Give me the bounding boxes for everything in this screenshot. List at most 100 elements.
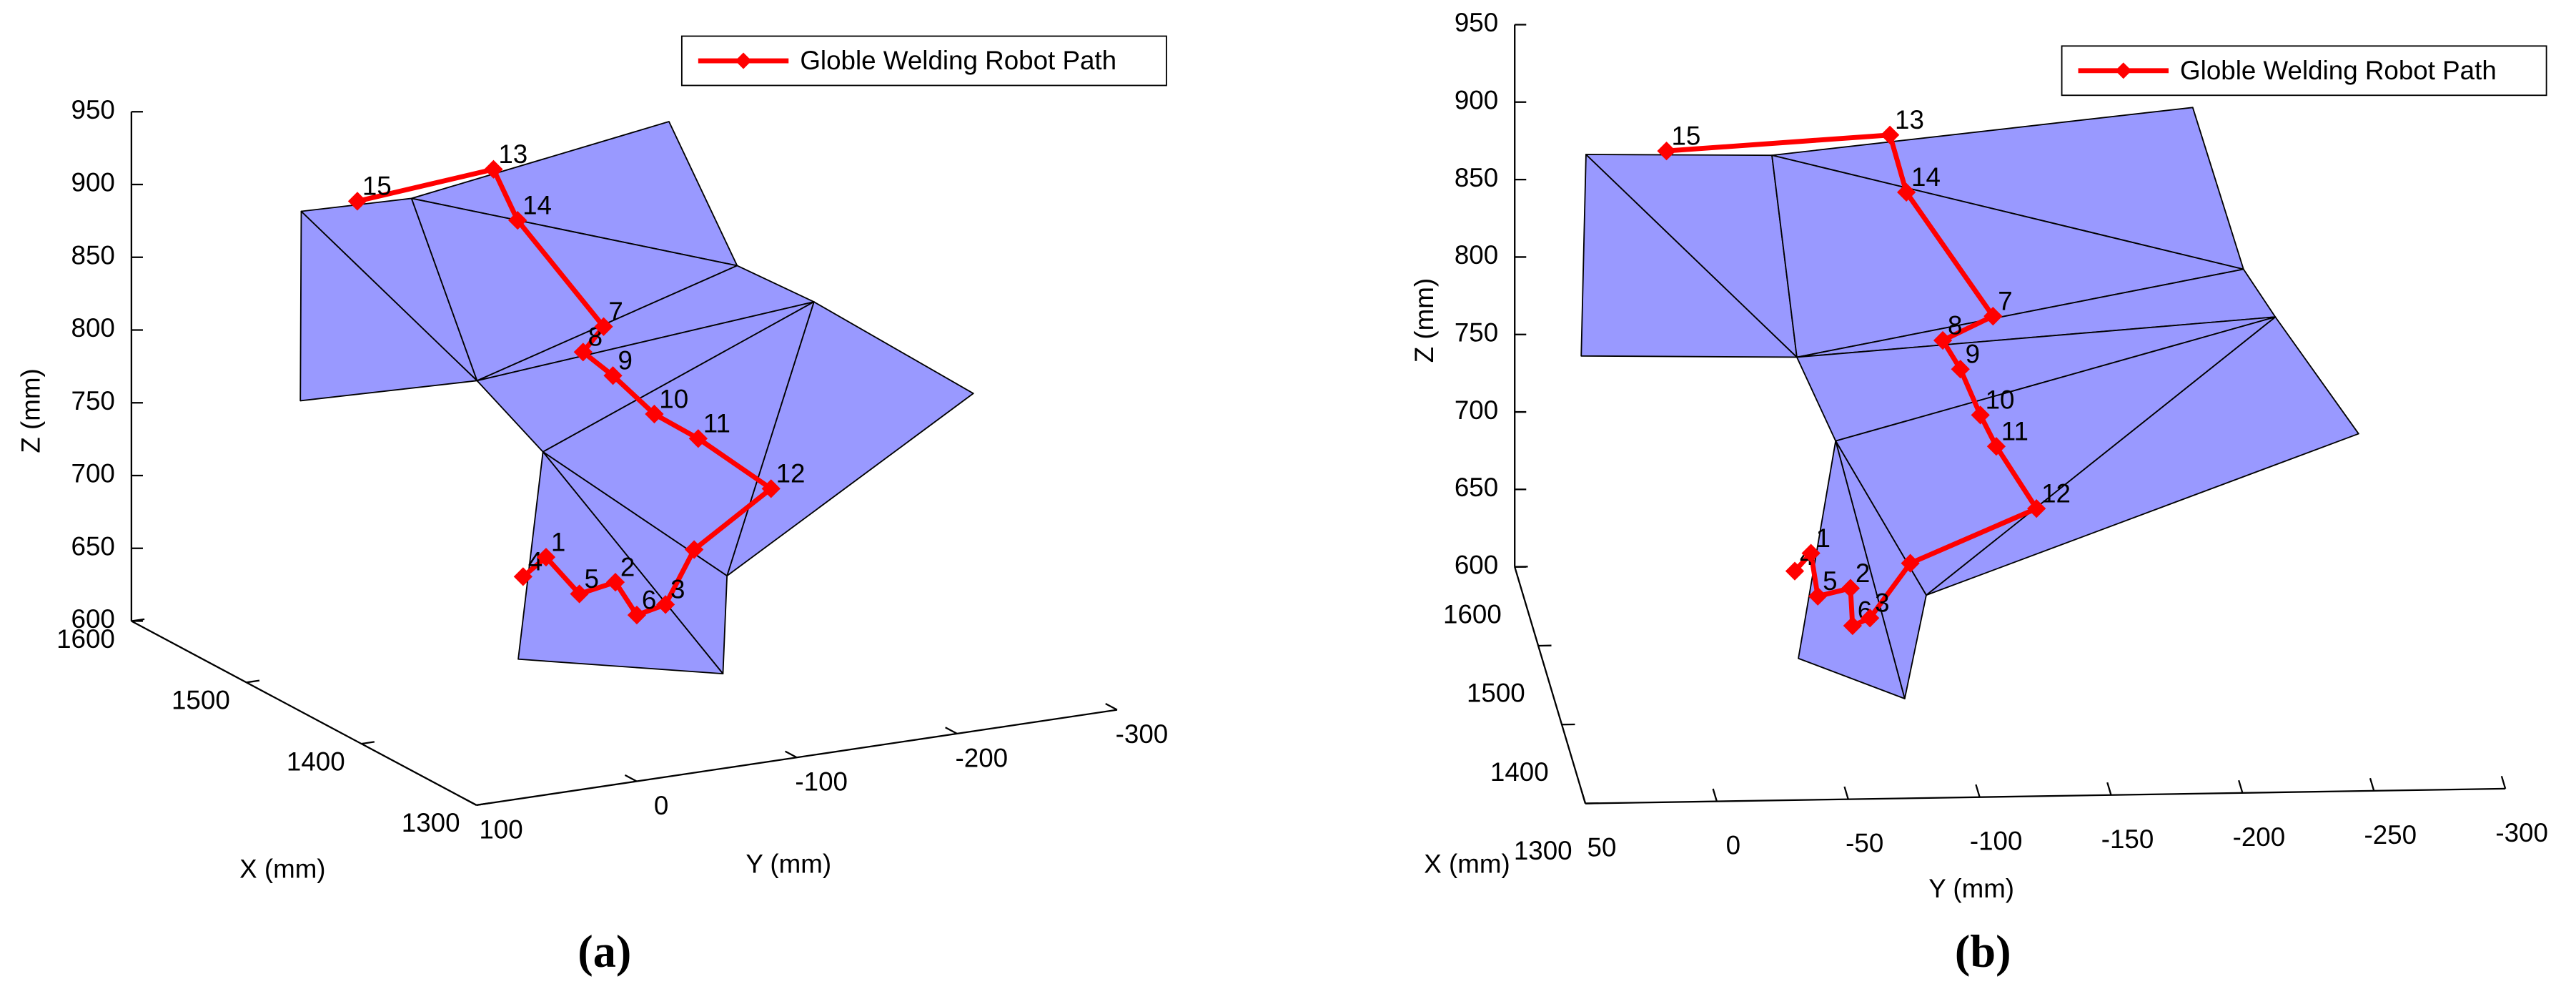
legend-label: Globle Welding Robot Path bbox=[800, 46, 1116, 75]
y-tick-label: -100 bbox=[795, 767, 848, 797]
x-tick-label: 1600 bbox=[56, 624, 115, 654]
z-tick-label: 600 bbox=[1455, 550, 1498, 579]
point-label: 9 bbox=[618, 346, 632, 375]
y-tick-label: -300 bbox=[1116, 719, 1169, 749]
y-tick bbox=[2500, 775, 2507, 789]
point-label: 14 bbox=[522, 190, 552, 220]
path-point bbox=[1808, 586, 1828, 606]
legend-marker bbox=[735, 52, 752, 69]
y-tick-label: -150 bbox=[2101, 825, 2154, 854]
x-tick bbox=[361, 741, 375, 745]
caption: (b) bbox=[1955, 926, 2011, 977]
x-tick bbox=[246, 679, 260, 684]
path-point bbox=[508, 211, 527, 230]
y-tick bbox=[2106, 782, 2112, 796]
point-label: 3 bbox=[670, 575, 685, 604]
y-axis-label: Y (mm) bbox=[1928, 874, 2014, 903]
path-point bbox=[1986, 437, 2006, 456]
x-axis bbox=[1514, 566, 1587, 804]
z-tick-label: 900 bbox=[1455, 85, 1498, 114]
x-tick-label: 1500 bbox=[1467, 679, 1525, 708]
z-axis-label: Z (mm) bbox=[16, 368, 46, 453]
path-point bbox=[603, 366, 623, 385]
point-label: 15 bbox=[362, 172, 392, 201]
z-tick-label: 600 bbox=[71, 604, 115, 634]
x-tick-label: 1600 bbox=[1443, 599, 1502, 629]
path-point bbox=[484, 159, 503, 179]
y-tick-label: 0 bbox=[1726, 831, 1740, 860]
point-label: 9 bbox=[1966, 340, 1980, 369]
path-point bbox=[1951, 360, 1970, 379]
x-tick bbox=[476, 802, 490, 807]
path-point bbox=[573, 343, 593, 362]
surface-face bbox=[517, 451, 724, 675]
y-tick-label: -200 bbox=[956, 743, 1009, 772]
y-axis bbox=[1585, 787, 2506, 804]
y-tick bbox=[945, 727, 958, 734]
point-label: 2 bbox=[1856, 558, 1870, 588]
y-tick-label: -50 bbox=[1846, 829, 1883, 858]
point-label: 2 bbox=[620, 552, 635, 581]
path-point bbox=[1897, 182, 1916, 202]
y-tick-label: -200 bbox=[2233, 822, 2286, 852]
y-tick-label: -100 bbox=[1970, 827, 2023, 856]
point-label: 14 bbox=[1911, 162, 1941, 192]
point-label: 12 bbox=[2041, 478, 2071, 508]
z-tick-label: 800 bbox=[1455, 240, 1498, 270]
point-label: 3 bbox=[1875, 589, 1889, 618]
path-point bbox=[1983, 307, 2003, 326]
y-tick bbox=[784, 750, 798, 759]
z-tick-label: 850 bbox=[71, 240, 115, 270]
x-tick-label: 1400 bbox=[287, 747, 345, 776]
path-point bbox=[645, 404, 664, 424]
legend-label: Globle Welding Robot Path bbox=[2180, 56, 2497, 85]
point-label: 10 bbox=[659, 384, 688, 413]
path-point bbox=[2027, 499, 2046, 518]
y-tick bbox=[1712, 788, 1718, 802]
point-label: 11 bbox=[2001, 417, 2028, 446]
path-point bbox=[1861, 609, 1880, 628]
panel: 6006507007508008509009501300140015001600… bbox=[16, 35, 1169, 977]
y-tick bbox=[1105, 702, 1118, 711]
z-tick-label: 950 bbox=[71, 95, 115, 124]
path-point bbox=[685, 540, 704, 559]
path-point bbox=[536, 548, 556, 567]
path-point bbox=[1801, 543, 1820, 563]
z-tick-label: 850 bbox=[1455, 163, 1498, 192]
caption: (a) bbox=[578, 926, 631, 977]
legend-marker bbox=[2115, 62, 2132, 79]
x-axis-label: X (mm) bbox=[239, 854, 325, 883]
path-point bbox=[688, 429, 708, 448]
point-label: 5 bbox=[1823, 566, 1837, 596]
z-tick-label: 950 bbox=[1455, 8, 1498, 37]
path-point bbox=[347, 192, 367, 211]
point-label: 12 bbox=[776, 459, 806, 488]
y-tick bbox=[1975, 784, 1981, 798]
path-point bbox=[570, 584, 589, 604]
path-point bbox=[1657, 141, 1676, 161]
z-tick-label: 700 bbox=[1455, 395, 1498, 425]
point-label: 13 bbox=[1895, 105, 1924, 134]
robot-path bbox=[1666, 132, 2039, 629]
z-tick-label: 650 bbox=[71, 531, 115, 561]
y-tick bbox=[464, 798, 477, 806]
y-tick-label: -250 bbox=[2364, 820, 2417, 850]
x-tick-label: 1400 bbox=[1490, 757, 1549, 787]
y-tick bbox=[1580, 790, 1587, 804]
path-point bbox=[1901, 553, 1920, 573]
surface-face bbox=[1798, 440, 1906, 699]
point-label: 5 bbox=[585, 564, 599, 594]
y-tick-label: 50 bbox=[1587, 833, 1617, 862]
y-tick-label: -300 bbox=[2495, 818, 2548, 847]
path-point bbox=[1841, 579, 1861, 598]
y-tick bbox=[2369, 777, 2375, 792]
point-label: 7 bbox=[608, 297, 623, 326]
robot-path bbox=[357, 167, 774, 618]
x-tick-label: 1300 bbox=[402, 808, 460, 837]
point-label: 11 bbox=[703, 409, 730, 438]
y-tick-label: 100 bbox=[479, 815, 522, 844]
path-point bbox=[1843, 616, 1862, 636]
z-tick-label: 750 bbox=[1455, 318, 1498, 347]
x-tick-label: 1300 bbox=[1514, 836, 1572, 865]
